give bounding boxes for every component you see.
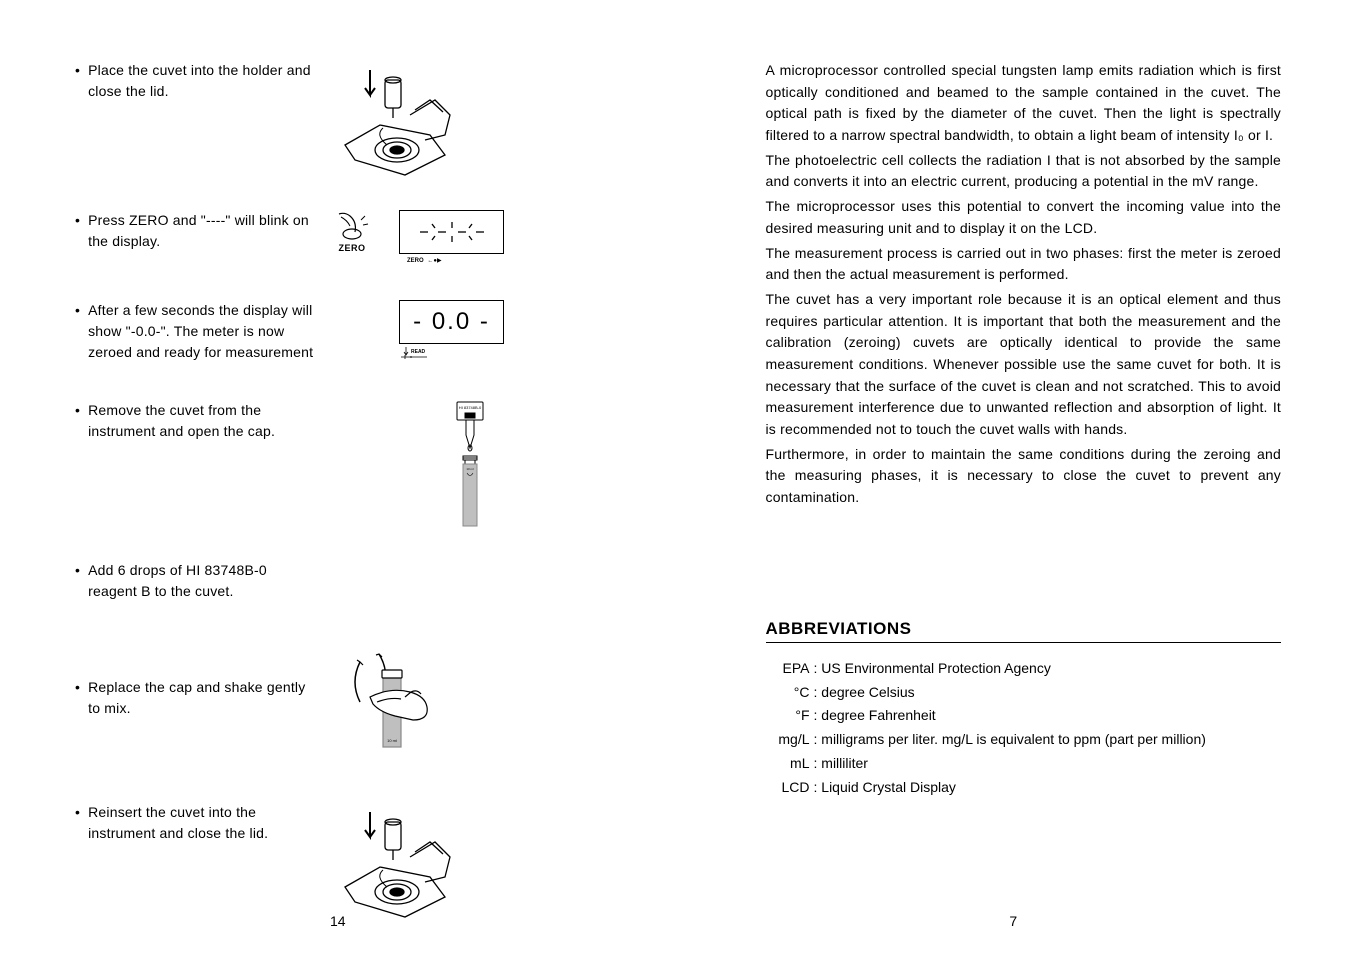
step-zeroed: • After a few seconds the display will s… — [75, 300, 576, 370]
abbrev-val: : degree Celsius — [814, 681, 915, 705]
abbrev-key: mL — [766, 752, 814, 776]
page-number: 7 — [1009, 913, 1017, 929]
step-figure: - 0.0 - READ — [399, 300, 576, 344]
step-text: • Reinsert the cuvet into the instrument… — [75, 802, 315, 844]
abbrev-val: : milliliter — [814, 752, 868, 776]
abbrev-row: EPA : US Environmental Protection Agency — [766, 657, 1282, 681]
step-figure — [335, 60, 576, 180]
svg-text:10 ml: 10 ml — [467, 467, 475, 471]
step-shake: • Replace the cap and shake gently to mi… — [75, 642, 576, 772]
display-mode-label: ZERO — [407, 258, 424, 264]
step-add-drops: • Add 6 drops of HI 83748B-0 reagent B t… — [75, 560, 576, 602]
abbreviations-list: EPA : US Environmental Protection Agency… — [766, 657, 1282, 800]
abbrev-row: mg/L : milligrams per liter. mg/L is equ… — [766, 728, 1282, 752]
step-label: Replace the cap and shake gently to mix. — [88, 677, 315, 719]
abbrev-val: : degree Fahrenheit — [814, 704, 936, 728]
abbreviations-header: ABBREVIATIONS — [766, 619, 1282, 643]
bullet-icon: • — [75, 60, 80, 102]
abbrev-row: °F : degree Fahrenheit — [766, 704, 1282, 728]
shake-cuvet-icon: 10 ml — [335, 642, 455, 772]
step-text: • Press ZERO and "----" will blink on th… — [75, 210, 315, 252]
lcd-display-icon — [399, 210, 504, 254]
step-figure — [335, 802, 576, 922]
step-text: • Remove the cuvet from the instrument a… — [75, 400, 315, 442]
step-place-cuvet: • Place the cuvet into the holder and cl… — [75, 60, 576, 180]
step-label: Reinsert the cuvet into the instrument a… — [88, 802, 315, 844]
bullet-icon: • — [75, 210, 80, 252]
step-text: • Replace the cap and shake gently to mi… — [75, 677, 315, 719]
page-left: • Place the cuvet into the holder and cl… — [0, 0, 676, 954]
abbrev-key: LCD — [766, 776, 814, 800]
step-label: Place the cuvet into the holder and clos… — [88, 60, 315, 102]
step-figure: HI 83748B-0 10 ml — [365, 400, 576, 530]
step-remove-cuvet: • Remove the cuvet from the instrument a… — [75, 400, 576, 530]
step-figure: 10 ml — [335, 642, 576, 772]
svg-text:10 ml: 10 ml — [387, 738, 397, 743]
bullet-icon: • — [75, 400, 80, 442]
bullet-icon: • — [75, 300, 80, 363]
paragraph: A microprocessor controlled special tung… — [766, 60, 1282, 147]
abbrev-row: °C : degree Celsius — [766, 681, 1282, 705]
step-label: After a few seconds the display will sho… — [88, 300, 315, 363]
step-text: • Place the cuvet into the holder and cl… — [75, 60, 315, 102]
instrument-insert-icon — [335, 802, 465, 922]
read-footer-icon: READ — [401, 345, 431, 359]
finger-press-icon — [335, 210, 369, 240]
abbrev-val: : milligrams per liter. mg/L is equivale… — [814, 728, 1206, 752]
blinking-dashes-icon — [417, 218, 487, 246]
page-number: 14 — [330, 913, 346, 929]
step-label: Remove the cuvet from the instrument and… — [88, 400, 315, 442]
abbrev-val: : Liquid Crystal Display — [814, 776, 956, 800]
paragraph: The measurement process is carried out i… — [766, 243, 1282, 286]
display-zero-figure: - 0.0 - READ — [399, 300, 504, 344]
reagent-bottle-icon: HI 83748B-0 10 ml — [452, 400, 488, 530]
step-press-zero: • Press ZERO and "----" will blink on th… — [75, 210, 576, 270]
bullet-icon: • — [75, 802, 80, 844]
zero-button-label: ZERO — [338, 243, 365, 253]
display-blink-figure: ZERO ←●▶ — [399, 210, 504, 254]
step-figure: ZERO — [335, 210, 576, 254]
paragraph: The cuvet has a very important role beca… — [766, 289, 1282, 441]
paragraph: Furthermore, in order to maintain the sa… — [766, 444, 1282, 509]
paragraph: The microprocessor uses this potential t… — [766, 196, 1282, 239]
abbrev-key: EPA — [766, 657, 814, 681]
page-right: A microprocessor controlled special tung… — [676, 0, 1351, 954]
abbrev-key: °C — [766, 681, 814, 705]
bullet-icon: • — [75, 677, 80, 719]
abbrev-row: LCD : Liquid Crystal Display — [766, 776, 1282, 800]
step-label: Add 6 drops of HI 83748B-0 reagent B to … — [88, 560, 315, 602]
step-label: Press ZERO and "----" will blink on the … — [88, 210, 315, 252]
step-text: • After a few seconds the display will s… — [75, 300, 315, 363]
step-reinsert: • Reinsert the cuvet into the instrument… — [75, 802, 576, 922]
abbrev-key: mg/L — [766, 728, 814, 752]
reagent-code-label: HI 83748B-0 — [459, 405, 482, 410]
display-value: - 0.0 - — [413, 308, 490, 336]
abbrev-val: : US Environmental Protection Agency — [814, 657, 1051, 681]
bullet-icon: • — [75, 560, 80, 602]
lcd-display-icon: - 0.0 - — [399, 300, 504, 344]
abbrev-key: °F — [766, 704, 814, 728]
paragraph: The photoelectric cell collects the radi… — [766, 150, 1282, 193]
svg-text:READ: READ — [411, 349, 426, 355]
abbrev-row: mL : milliliter — [766, 752, 1282, 776]
display-footer-icons: ZERO ←●▶ — [407, 257, 442, 264]
instrument-insert-icon — [335, 60, 465, 180]
zero-button-figure: ZERO — [335, 210, 369, 253]
description-text: A microprocessor controlled special tung… — [766, 60, 1282, 509]
step-text: • Add 6 drops of HI 83748B-0 reagent B t… — [75, 560, 315, 602]
